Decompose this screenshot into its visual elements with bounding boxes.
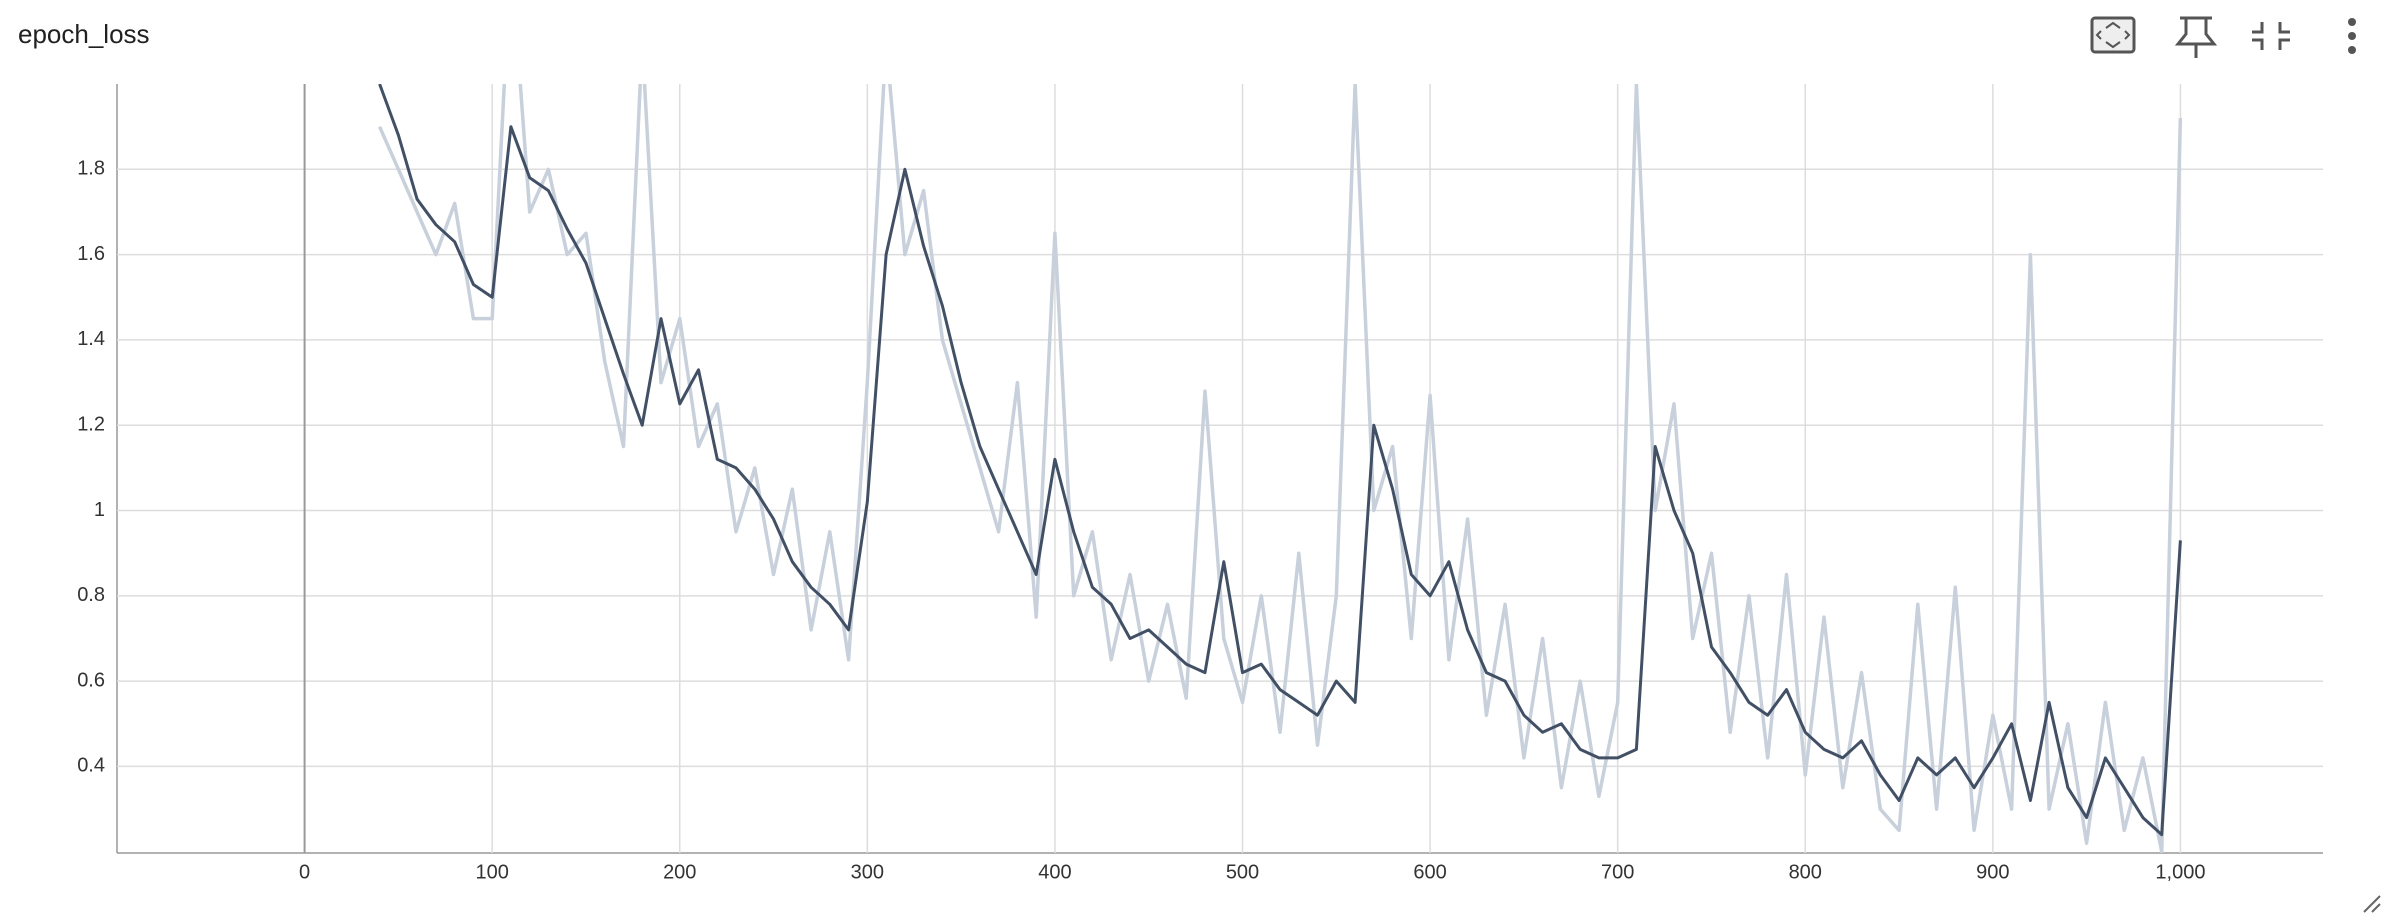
y-tick-label: 0.8: [77, 584, 105, 606]
y-tick-label: 1.4: [77, 328, 105, 350]
y-tick-label: 0.6: [77, 669, 105, 691]
y-tick-label: 1.2: [77, 413, 105, 435]
x-tick-label: 1,000: [2155, 861, 2205, 883]
chart-title: epoch_loss: [18, 19, 150, 49]
x-tick-label: 200: [663, 861, 696, 883]
x-tick-label: 400: [1038, 861, 1071, 883]
y-tick-label: 1.6: [77, 243, 105, 265]
grid: [117, 84, 2323, 853]
pin-button[interactable]: [2174, 16, 2218, 58]
more-button[interactable]: [2348, 18, 2356, 54]
plot-area: [377, 84, 2183, 853]
x-tick-label: 0: [299, 861, 310, 883]
line-series: [377, 84, 2183, 853]
line-series: [378, 84, 2182, 837]
y-tick-label: 1: [94, 499, 105, 521]
x-tick-label: 300: [851, 861, 884, 883]
x-tick-label: 700: [1601, 861, 1634, 883]
x-tick-label: 800: [1789, 861, 1822, 883]
fit-domain-button[interactable]: [2090, 16, 2136, 54]
y-tick-label: 1.8: [77, 158, 105, 180]
toolbar: [2090, 16, 2356, 58]
y-tick-label: 0.4: [77, 755, 105, 777]
x-tick-label: 500: [1226, 861, 1259, 883]
collapse-button[interactable]: [2252, 22, 2290, 50]
x-tick-label: 600: [1413, 861, 1446, 883]
x-tick-label: 100: [475, 861, 508, 883]
resize-handle[interactable]: [2363, 895, 2381, 913]
x-tick-label: 900: [1976, 861, 2009, 883]
